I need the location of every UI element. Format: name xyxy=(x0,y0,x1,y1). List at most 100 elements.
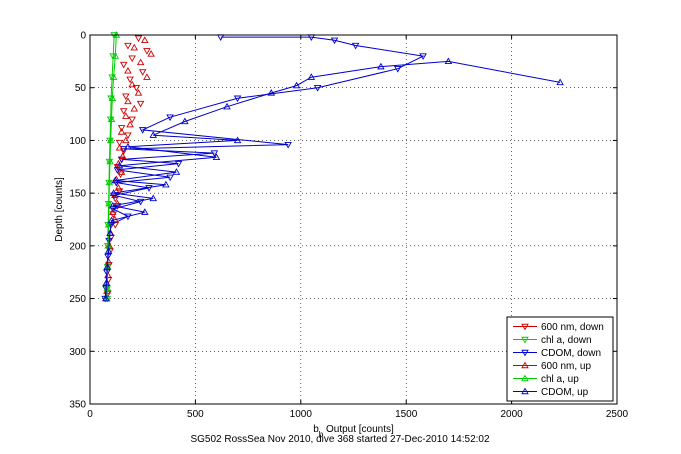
legend-marker xyxy=(521,323,529,331)
y-tick-label: 150 xyxy=(69,189,86,200)
data-point xyxy=(104,257,113,265)
data-point xyxy=(210,150,219,157)
data-point xyxy=(172,168,181,175)
data-point xyxy=(128,55,136,63)
y-tick-label: 300 xyxy=(69,347,86,358)
legend-label: 600 nm, down xyxy=(541,322,604,333)
data-point xyxy=(212,153,221,160)
data-point xyxy=(132,85,141,92)
x-tick-label: 2500 xyxy=(606,409,629,420)
y-tick-label: 350 xyxy=(69,400,86,411)
legend-entry: chl a, down xyxy=(513,335,592,346)
data-point xyxy=(108,201,117,209)
data-point xyxy=(113,164,122,171)
data-point xyxy=(313,85,322,92)
data-point xyxy=(141,36,149,43)
data-point xyxy=(111,176,120,184)
legend-label: CDOM, up xyxy=(541,387,589,398)
legend-label: chl a, up xyxy=(541,374,579,385)
data-point xyxy=(141,208,149,215)
data-point xyxy=(113,199,122,207)
legend-marker xyxy=(521,387,529,395)
data-point xyxy=(130,43,139,51)
legend-marker xyxy=(521,361,529,369)
data-point xyxy=(126,76,134,84)
data-point xyxy=(124,97,132,105)
x-axis-label: bb Output [counts] xyxy=(313,424,394,439)
data-point xyxy=(393,66,402,73)
data-point xyxy=(223,102,231,110)
data-point xyxy=(122,136,130,144)
y-tick-label: 200 xyxy=(69,241,86,252)
data-point xyxy=(134,89,143,96)
data-point xyxy=(105,199,113,207)
data-point xyxy=(115,161,124,169)
y-tick-label: 250 xyxy=(69,294,86,305)
x-tick-label: 2000 xyxy=(500,409,523,420)
data-point xyxy=(119,61,128,69)
data-point xyxy=(149,131,158,138)
data-point xyxy=(117,168,126,175)
data-point xyxy=(128,116,136,124)
data-point xyxy=(115,143,124,151)
data-point xyxy=(284,141,292,149)
data-point xyxy=(145,185,153,192)
data-point xyxy=(307,73,316,80)
data-point xyxy=(118,152,127,159)
series-5 xyxy=(102,57,564,302)
data-point xyxy=(143,48,151,55)
data-point xyxy=(109,73,118,80)
data-point xyxy=(130,104,139,112)
data-point xyxy=(143,73,151,80)
legend-label: 600 nm, up xyxy=(541,361,591,372)
data-point xyxy=(114,183,123,191)
data-point xyxy=(103,263,112,270)
data-point xyxy=(330,37,339,45)
data-point xyxy=(149,194,158,202)
data-point xyxy=(119,108,128,115)
data-point xyxy=(115,139,124,147)
data-point xyxy=(267,89,276,96)
grid xyxy=(90,35,617,404)
data-point xyxy=(106,136,115,144)
data-point xyxy=(122,93,130,101)
data-point xyxy=(104,247,113,254)
data-point xyxy=(351,42,360,50)
legend-entry: 600 nm, up xyxy=(513,361,591,372)
data-point xyxy=(124,42,132,50)
data-point xyxy=(138,127,147,134)
legend-label: chl a, down xyxy=(541,335,592,346)
data-point xyxy=(105,237,113,245)
data-point xyxy=(105,178,114,186)
data-point xyxy=(117,128,126,135)
data-point xyxy=(233,95,242,103)
ticks: 0 500 1000 1500 2000 2500 0 50 100 150 200 250 300 35… xyxy=(69,31,628,421)
data-point xyxy=(444,57,453,65)
data-point xyxy=(108,94,117,101)
data-point xyxy=(109,189,118,196)
legend-marker xyxy=(521,374,529,382)
data-point xyxy=(292,81,301,89)
data-point xyxy=(124,132,132,140)
data-point xyxy=(419,53,427,60)
data-point xyxy=(166,174,174,182)
legend-entry: chl a, up xyxy=(513,374,579,385)
legend-label: CDOM, down xyxy=(541,348,601,359)
x-tick-label: 500 xyxy=(187,409,204,420)
data-point xyxy=(122,112,130,119)
y-tick-label: 100 xyxy=(69,136,86,147)
data-point xyxy=(162,180,170,188)
legend-marker xyxy=(521,336,529,344)
data-point xyxy=(138,69,147,76)
legend-entry: CDOM, up xyxy=(513,387,589,398)
data-point xyxy=(377,62,385,70)
data-point xyxy=(109,206,117,213)
data-point xyxy=(117,125,126,132)
data-point xyxy=(136,58,145,66)
plot-data xyxy=(101,31,564,303)
data-point xyxy=(128,80,136,88)
figure-caption: SG502 RossSea Nov 2010, dive 368 started… xyxy=(190,434,490,445)
legend-marker xyxy=(521,349,529,357)
data-point xyxy=(102,278,111,286)
